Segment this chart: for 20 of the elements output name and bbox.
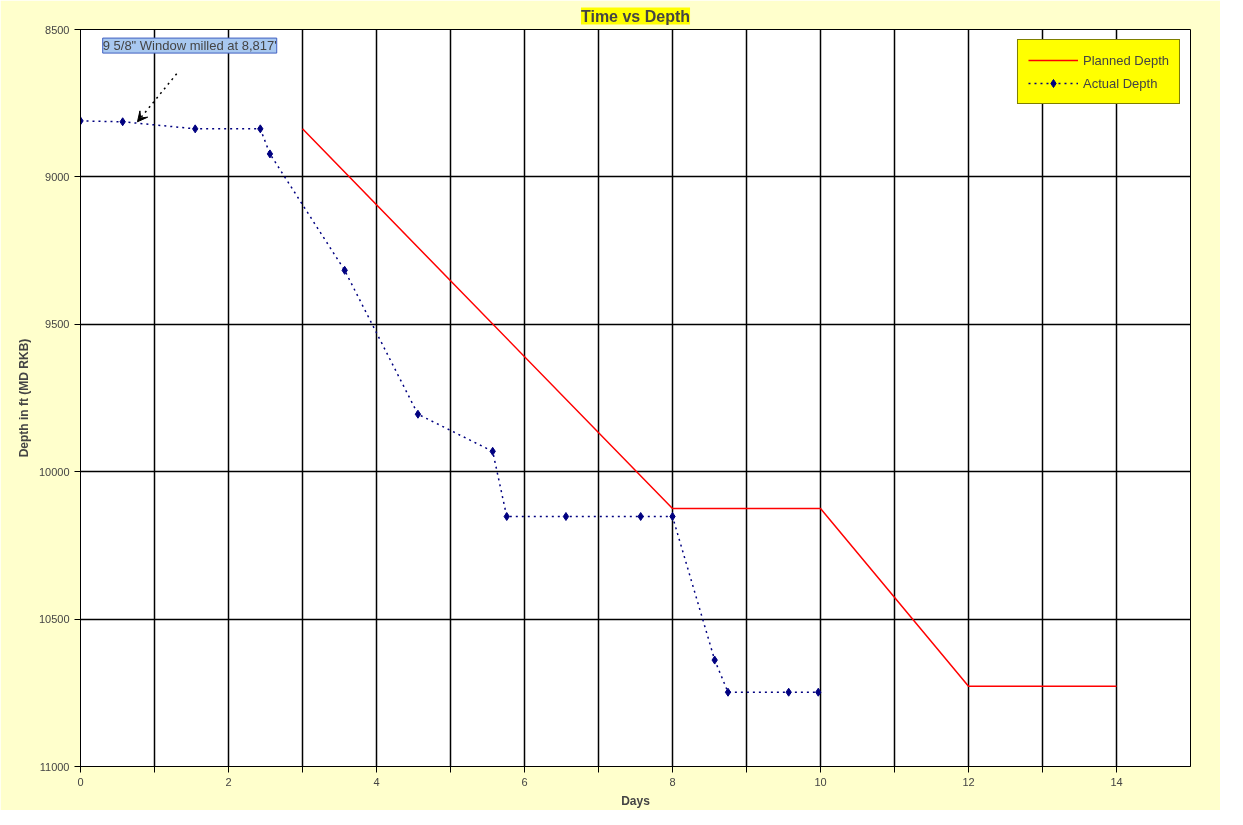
y-tick-label: 9000 <box>45 170 70 183</box>
x-tick-label: 10 <box>814 775 827 788</box>
y-tick-label: 11000 <box>39 760 70 773</box>
y-tick-label: 10000 <box>38 465 70 478</box>
x-tick-label: 2 <box>225 775 232 788</box>
y-tick-label: 8500 <box>45 23 70 36</box>
annotation: 9 5/8" Window milled at 8,817' <box>102 38 277 54</box>
legend-label: Actual Depth <box>1082 75 1158 91</box>
x-tick-label: 14 <box>1110 775 1123 788</box>
x-tick-label: 0 <box>77 775 84 788</box>
x-axis-title: Days <box>621 793 651 808</box>
y-axis-title: Depth in ft (MD RKB) <box>16 338 31 458</box>
y-tick-label: 9500 <box>45 318 70 331</box>
x-tick-label: 6 <box>521 775 528 788</box>
x-tick-label: 8 <box>669 775 676 788</box>
chart-title: Time vs Depth <box>580 7 691 25</box>
y-tick-label: 10500 <box>38 613 70 626</box>
x-tick-label: 12 <box>962 775 975 788</box>
x-tick-label: 4 <box>373 775 380 788</box>
legend-label: Planned Depth <box>1082 52 1169 68</box>
